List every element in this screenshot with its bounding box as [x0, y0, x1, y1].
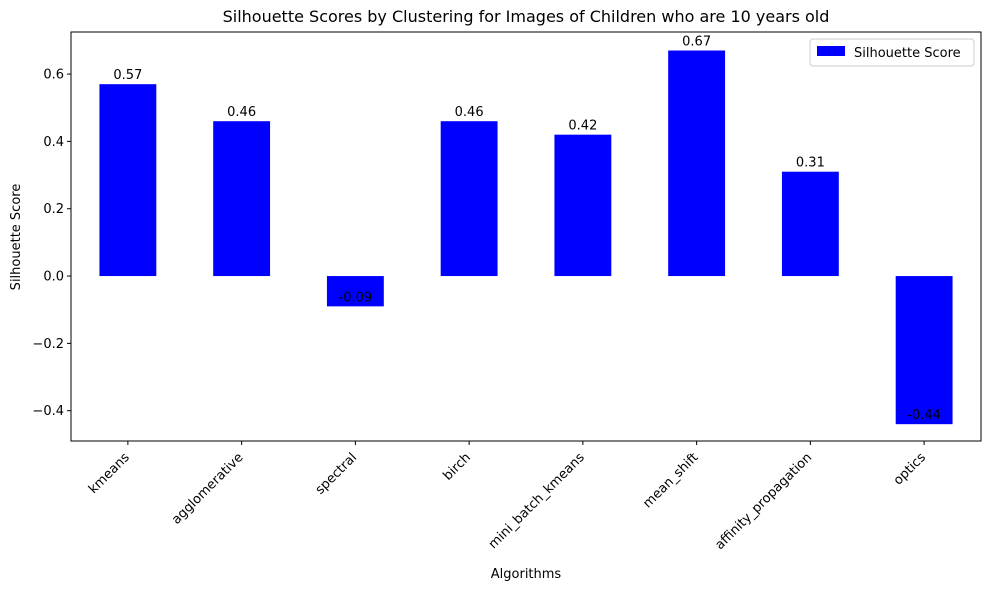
legend-box: [809, 38, 975, 67]
bar-affinity_propagation: [781, 171, 839, 277]
plot-area: 0.57 0.46 -0.09 0.46 0.42 0.67 0.31 -0.44 −0.4 −0…: [32, 31, 982, 553]
bar-mean_shift: [668, 50, 726, 277]
data-label-birch: 0.46: [455, 105, 484, 120]
bar-spectral: [326, 276, 384, 307]
x-tick-label-mini_batch_kmeans: mini_batch_kmeans: [486, 450, 588, 552]
legend-swatch: [817, 46, 845, 56]
x-tick-label-affinity_propagation: affinity_propagation: [712, 450, 815, 553]
y-tick-label: 0.0: [43, 270, 64, 285]
bar-optics: [895, 276, 953, 425]
plot-frame: [70, 31, 982, 442]
bar-birch: [440, 121, 498, 277]
y-tick-label: −0.4: [32, 404, 64, 419]
data-label-agglomerative: 0.46: [227, 105, 256, 120]
data-label-kmeans: 0.57: [113, 68, 142, 83]
data-label-affinity_propagation: 0.31: [796, 156, 825, 171]
data-label-optics: -0.44: [907, 408, 941, 423]
legend: Silhouette Score: [809, 38, 975, 67]
y-axis-label: Silhouette Score: [9, 184, 24, 291]
y-tick-label: 0.6: [43, 68, 64, 83]
bar-kmeans: [99, 84, 157, 277]
bar-mini_batch_kmeans: [554, 134, 612, 277]
x-tick-label-kmeans: kmeans: [86, 450, 133, 497]
data-label-mean_shift: 0.67: [682, 35, 711, 50]
legend-label: Silhouette Score: [854, 46, 961, 61]
y-tick-label: −0.2: [32, 337, 64, 352]
chart-title: Silhouette Scores by Clustering for Imag…: [223, 7, 830, 26]
x-tick-label-agglomerative: agglomerative: [169, 450, 246, 527]
y-tick-label: 0.2: [43, 202, 64, 217]
bar-agglomerative: [213, 121, 271, 277]
y-tick-label: 0.4: [43, 135, 64, 150]
x-tick-label-spectral: spectral: [313, 450, 361, 498]
data-label-spectral: -0.09: [339, 290, 373, 305]
x-tick-label-birch: birch: [440, 450, 473, 483]
x-axis-label: Algorithms: [491, 567, 562, 582]
data-label-mini_batch_kmeans: 0.42: [568, 119, 597, 134]
x-tick-label-optics: optics: [891, 450, 929, 488]
x-tick-label-mean_shift: mean_shift: [640, 450, 701, 511]
